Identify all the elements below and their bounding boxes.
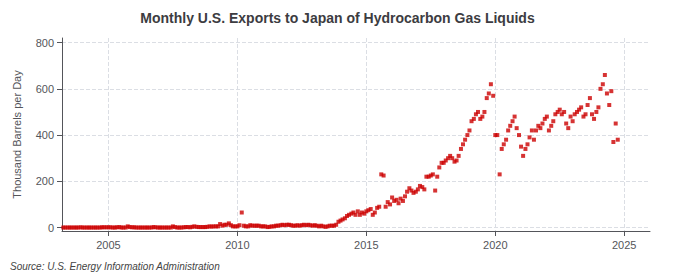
svg-text:2010: 2010 [225,239,249,251]
svg-text:2020: 2020 [483,239,507,251]
svg-text:Monthly U.S. Exports to Japan: Monthly U.S. Exports to Japan of Hydroca… [140,10,535,26]
svg-text:Source: U.S. Energy Informatio: Source: U.S. Energy Information Administ… [10,261,220,272]
svg-text:800: 800 [36,37,54,49]
svg-text:2015: 2015 [354,239,378,251]
svg-text:400: 400 [36,129,54,141]
svg-text:2025: 2025 [612,239,636,251]
svg-text:200: 200 [36,175,54,187]
svg-text:Thousand Barrels per Day: Thousand Barrels per Day [11,70,23,199]
svg-text:2005: 2005 [96,239,120,251]
svg-text:600: 600 [36,83,54,95]
svg-text:0: 0 [48,222,54,234]
